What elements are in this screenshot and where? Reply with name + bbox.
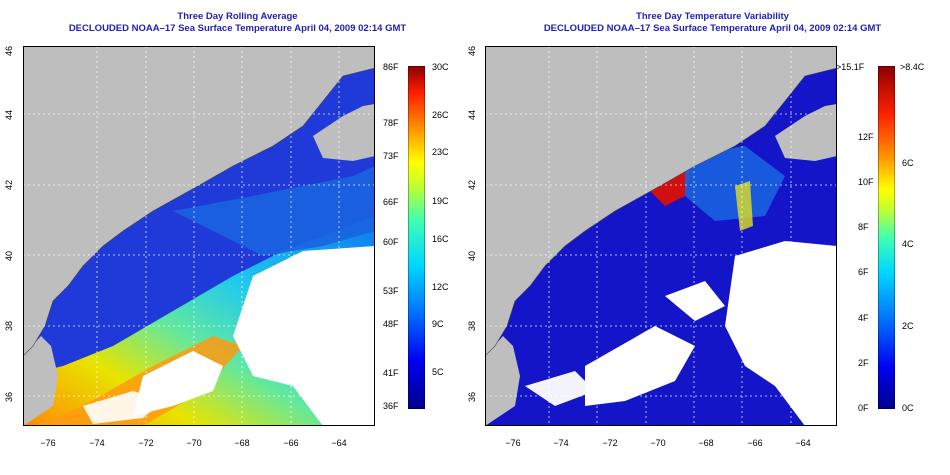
colorbar-f-label: 78F <box>383 118 399 128</box>
y-tick: 38 <box>467 320 477 331</box>
x-tick: −72 <box>138 438 154 448</box>
colorbar-c-label: >8.4C <box>900 62 925 72</box>
x-tick: −66 <box>283 438 299 448</box>
no-data-area-2 <box>585 326 695 406</box>
x-tick: −74 <box>553 438 569 448</box>
colorbar-f-label: 53F <box>383 286 399 296</box>
colorbar-f-label: 73F <box>383 151 399 161</box>
colorbar-c-label: 23C <box>432 147 449 157</box>
colorbar-f-label: 10F <box>858 177 874 187</box>
shelf-water <box>173 166 375 256</box>
lat-lon-grid <box>23 46 375 426</box>
colorbar-f-label: 66F <box>383 197 399 207</box>
x-tick: −70 <box>186 438 202 448</box>
colorbar-f-label: >15.1F <box>836 62 865 72</box>
sst-variability-map <box>485 46 837 426</box>
moderate-variability-zone-3 <box>685 146 785 221</box>
colorbar-f-label: 8F <box>858 222 869 232</box>
left-panel: Three Day Rolling Average DECLOUDED NOAA… <box>4 11 449 448</box>
coastline <box>485 46 837 357</box>
colorbar-f-label: 0F <box>858 403 869 413</box>
right-panel: Three Day Temperature Variability DECLOU… <box>467 0 950 475</box>
delmarva-land <box>23 336 58 426</box>
y-tick: 38 <box>4 320 14 331</box>
lat-lon-grid <box>485 46 837 426</box>
coastline <box>23 46 375 357</box>
right-panel-subtitle: DECLOUDED NOAA–17 Sea Surface Temperatur… <box>543 23 882 34</box>
left-panel-title: Three Day Rolling Average <box>177 11 298 22</box>
land-mass <box>485 46 837 356</box>
variability-colorbar <box>878 66 895 409</box>
delmarva-land <box>485 336 520 426</box>
colorbar-c-label: 0C <box>902 403 914 413</box>
y-tick: 36 <box>467 391 477 402</box>
y-tick: 44 <box>467 109 477 120</box>
sst-average-map <box>23 46 375 426</box>
colorbar-f-label: 4F <box>858 313 869 323</box>
x-tick: −64 <box>331 438 347 448</box>
x-tick: −76 <box>505 438 521 448</box>
colorbar-f-label: 41F <box>383 368 399 378</box>
colorbar-f-label: 6F <box>858 267 869 277</box>
x-tick: −76 <box>40 438 56 448</box>
nova-scotia-land <box>313 104 375 161</box>
colorbar-f-label: 12F <box>858 132 874 142</box>
colorbar-c-label: 2C <box>902 321 914 331</box>
colorbar-f-label: 36F <box>383 401 399 411</box>
y-tick: 40 <box>4 250 14 261</box>
x-tick: −74 <box>89 438 105 448</box>
colorbar-c-label: 4C <box>902 239 914 249</box>
y-tick: 42 <box>467 179 477 190</box>
nova-scotia-land <box>775 104 837 161</box>
colorbar-c-label: 26C <box>432 110 449 120</box>
colorbar-f-label: 2F <box>858 358 869 368</box>
colorbar-c-label: 9C <box>432 319 444 329</box>
no-data-area-4 <box>525 371 595 406</box>
colorbar-c-label: 6C <box>902 158 914 168</box>
colorbar-f-label: 60F <box>383 237 399 247</box>
land-mass <box>23 46 375 356</box>
y-tick: 40 <box>467 250 477 261</box>
x-tick: −64 <box>795 438 811 448</box>
y-tick: 36 <box>4 391 14 402</box>
left-panel-subtitle: DECLOUDED NOAA–17 Sea Surface Temperatur… <box>68 23 407 34</box>
sst-colorbar <box>408 66 425 409</box>
colorbar-c-label: 19C <box>432 196 449 206</box>
y-tick: 46 <box>467 45 477 56</box>
x-tick: −72 <box>602 438 618 448</box>
y-tick: 46 <box>4 45 14 56</box>
x-tick: −70 <box>650 438 666 448</box>
colorbar-c-label: 16C <box>432 234 449 244</box>
colorbar-f-label: 48F <box>383 319 399 329</box>
no-data-area <box>233 246 375 426</box>
x-tick: −66 <box>747 438 763 448</box>
no-data-area <box>725 241 837 426</box>
colorbar-f-label: 86F <box>383 62 399 72</box>
colorbar-c-label: 5C <box>432 367 444 377</box>
y-tick: 44 <box>4 109 14 120</box>
moderate-variability-zone-4 <box>735 181 753 231</box>
x-tick: −68 <box>234 438 250 448</box>
right-panel-title: Three Day Temperature Variability <box>636 11 789 22</box>
x-tick: −68 <box>698 438 714 448</box>
y-tick: 42 <box>4 179 14 190</box>
no-data-area-3 <box>83 391 163 424</box>
colorbar-c-label: 30C <box>432 62 449 72</box>
no-data-area-3 <box>665 281 725 321</box>
colorbar-c-label: 12C <box>432 282 449 292</box>
